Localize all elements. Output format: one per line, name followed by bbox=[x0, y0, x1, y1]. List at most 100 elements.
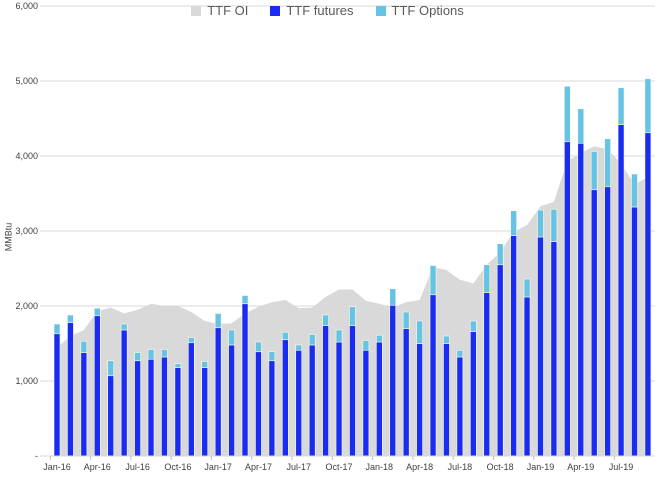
bar-ttf-futures bbox=[564, 141, 571, 457]
bar-ttf-futures bbox=[201, 367, 209, 457]
x-tick-label: Oct-16 bbox=[164, 462, 191, 472]
bar-ttf-options bbox=[537, 209, 544, 238]
bar-ttf-options bbox=[147, 349, 155, 360]
legend-label: TTF Options bbox=[391, 3, 464, 18]
legend-swatch bbox=[270, 5, 281, 16]
bar-ttf-futures bbox=[577, 142, 585, 457]
bar-ttf-futures bbox=[429, 294, 437, 457]
bar-ttf-options bbox=[174, 363, 182, 368]
bar-ttf-options bbox=[214, 313, 222, 329]
bar-ttf-futures bbox=[282, 339, 289, 457]
bar-ttf-options bbox=[134, 352, 141, 362]
bar-ttf-options bbox=[443, 335, 450, 344]
bar-ttf-options bbox=[510, 210, 517, 236]
legend-item-options: TTF Options bbox=[375, 3, 464, 18]
x-tick-label: Oct-18 bbox=[487, 462, 514, 472]
bar-ttf-options bbox=[349, 306, 356, 326]
x-tick-label: Jul-16 bbox=[125, 462, 150, 472]
bar-ttf-options bbox=[376, 334, 383, 343]
legend: TTF OI TTF futures TTF Options bbox=[0, 3, 655, 18]
bar-ttf-futures bbox=[510, 235, 517, 457]
bar-ttf-options bbox=[282, 331, 289, 341]
legend-swatch bbox=[375, 5, 386, 16]
bar-ttf-options bbox=[416, 320, 423, 344]
bar-ttf-futures bbox=[389, 304, 397, 457]
bar-ttf-options bbox=[53, 323, 61, 335]
bar-ttf-futures bbox=[416, 343, 423, 457]
bar-ttf-futures bbox=[483, 292, 491, 457]
bar-ttf-futures bbox=[134, 360, 141, 457]
bar-ttf-options bbox=[429, 265, 437, 296]
bar-ttf-options bbox=[67, 314, 74, 323]
bar-ttf-futures bbox=[335, 341, 343, 457]
y-tick-label: 5,000 bbox=[15, 76, 38, 86]
x-tick-label: Jul-19 bbox=[609, 462, 634, 472]
bar-ttf-options bbox=[564, 85, 571, 143]
bar-ttf-futures bbox=[161, 356, 168, 457]
y-axis-label: MMBtu bbox=[3, 222, 14, 252]
bar-ttf-options bbox=[255, 341, 262, 353]
bar-ttf-options bbox=[470, 320, 477, 332]
bar-ttf-futures bbox=[604, 186, 611, 457]
bar-ttf-options bbox=[295, 344, 303, 351]
bar-ttf-options bbox=[631, 173, 638, 208]
bar-ttf-futures bbox=[523, 296, 531, 457]
bar-ttf-options bbox=[550, 208, 558, 242]
x-tick-label: Jan-17 bbox=[204, 462, 232, 472]
bar-ttf-futures bbox=[537, 236, 544, 457]
bar-ttf-futures bbox=[362, 349, 370, 457]
bar-ttf-options bbox=[201, 361, 209, 368]
bar-ttf-futures bbox=[295, 349, 303, 457]
legend-label: TTF OI bbox=[207, 3, 249, 18]
bar-ttf-futures bbox=[590, 189, 598, 457]
bar-ttf-futures bbox=[174, 367, 182, 457]
bar-ttf-futures bbox=[617, 124, 625, 457]
bar-ttf-options bbox=[120, 323, 128, 331]
x-tick-label: Apr-17 bbox=[245, 462, 272, 472]
legend-swatch bbox=[191, 5, 202, 16]
bar-ttf-options bbox=[456, 349, 464, 358]
bar-ttf-futures bbox=[107, 375, 115, 457]
bar-ttf-options bbox=[322, 314, 329, 326]
bar-ttf-options bbox=[107, 360, 115, 377]
bar-ttf-futures bbox=[322, 325, 329, 457]
bar-ttf-futures bbox=[644, 132, 652, 457]
bar-ttf-futures bbox=[308, 344, 316, 457]
bar-ttf-futures bbox=[80, 352, 88, 457]
bar-ttf-futures bbox=[376, 341, 383, 457]
bar-ttf-futures bbox=[268, 360, 276, 457]
bar-ttf-options bbox=[483, 264, 491, 293]
bar-ttf-options bbox=[161, 349, 168, 358]
y-tick-label: 3,000 bbox=[15, 226, 38, 236]
bar-ttf-futures bbox=[496, 264, 504, 457]
bar-ttf-options bbox=[402, 311, 410, 329]
bar-ttf-options bbox=[644, 78, 652, 134]
bar-ttf-futures bbox=[550, 241, 558, 457]
bar-ttf-futures bbox=[53, 333, 61, 457]
legend-label: TTF futures bbox=[286, 3, 354, 18]
y-tick-label: 6,000 bbox=[15, 1, 38, 11]
bar-ttf-futures bbox=[443, 343, 450, 457]
bar-ttf-options bbox=[93, 307, 101, 317]
bar-ttf-futures bbox=[214, 327, 222, 457]
bar-ttf-futures bbox=[228, 344, 235, 457]
bar-ttf-options bbox=[268, 351, 276, 362]
bar-ttf-options bbox=[523, 278, 531, 298]
bar-ttf-options bbox=[80, 340, 88, 353]
x-tick-label: Apr-19 bbox=[567, 462, 594, 472]
y-tick-label: 4,000 bbox=[15, 151, 38, 161]
y-tick-label: 2,000 bbox=[15, 301, 38, 311]
bar-ttf-options bbox=[228, 329, 235, 346]
x-tick-label: Jan-16 bbox=[43, 462, 71, 472]
x-tick-label: Apr-18 bbox=[406, 462, 433, 472]
bar-ttf-futures bbox=[93, 315, 101, 457]
bar-ttf-futures bbox=[631, 206, 638, 457]
bar-ttf-options bbox=[496, 243, 504, 266]
bar-ttf-futures bbox=[241, 303, 249, 457]
x-tick-label: Jul-17 bbox=[286, 462, 311, 472]
x-tick-label: Apr-16 bbox=[84, 462, 111, 472]
x-tick-label: Jan-18 bbox=[366, 462, 394, 472]
bar-ttf-options bbox=[389, 288, 397, 306]
bar-ttf-options bbox=[604, 138, 611, 188]
